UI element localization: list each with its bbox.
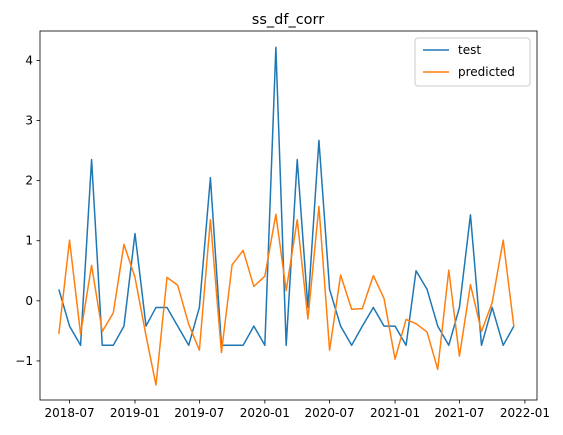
y-tick-label: −1 xyxy=(15,354,33,368)
y-axis: −1 0 1 2 3 4 xyxy=(15,53,40,368)
legend: test predicted xyxy=(414,37,531,87)
plot-frame xyxy=(39,30,538,401)
x-tick-label: 2022-01 xyxy=(500,406,550,420)
x-axis: 2018-07 2019-01 2019-07 2020-01 2020-07 2021-… xyxy=(44,400,550,420)
series-line-test xyxy=(58,46,515,347)
legend-label-predicted: predicted xyxy=(458,65,515,79)
x-tick-label: 2020-07 xyxy=(305,406,355,420)
y-tick-label: 2 xyxy=(25,174,33,188)
legend-label-test: test xyxy=(458,43,481,57)
plot-lines xyxy=(58,46,515,386)
y-tick-label: 0 xyxy=(25,294,33,308)
x-tick-label: 2019-07 xyxy=(174,406,224,420)
x-tick-label: 2021-01 xyxy=(370,406,420,420)
series-line-predicted xyxy=(58,205,515,386)
x-tick-label: 2021-07 xyxy=(434,406,484,420)
x-tick-label: 2020-01 xyxy=(240,406,290,420)
x-tick-label: 2018-07 xyxy=(44,406,94,420)
chart-title: ss_df_corr xyxy=(252,12,324,28)
y-tick-label: 1 xyxy=(25,234,33,248)
x-tick-label: 2019-01 xyxy=(110,406,160,420)
y-tick-label: 4 xyxy=(25,53,33,67)
y-tick-label: 3 xyxy=(25,114,33,128)
